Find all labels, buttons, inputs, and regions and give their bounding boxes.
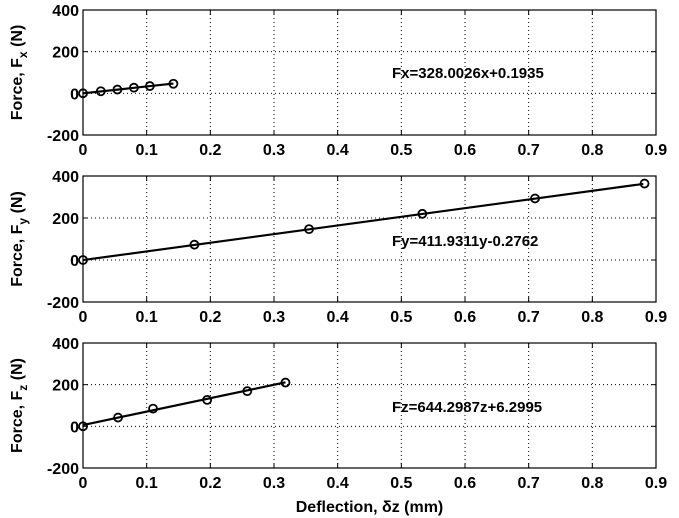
y-tick-label: 200: [52, 378, 79, 395]
y-axis-label: Force, Fy (N): [9, 191, 30, 287]
subplot-top: 0 0.1 0.2 0.3 0.4 0.5 0.6 0.7 0.8 0.9-2000200400F…: [9, 3, 667, 159]
y-axis-label: Force, Fz (N): [9, 358, 30, 453]
x-tick-label: 0.7: [518, 309, 540, 326]
x-tick-label: 0.2: [199, 309, 221, 326]
data-point: [78, 88, 88, 99]
x-axis-label: Deflection, δz (mm): [296, 499, 444, 516]
data-point: [129, 82, 139, 93]
subplot-middle: 0 0.1 0.2 0.3 0.4 0.5 0.6 0.7 0.8 0.9-2000200400F…: [9, 169, 667, 326]
y-axis-label-subscript: x: [16, 51, 30, 58]
y-tick-label: 400: [52, 336, 79, 353]
data-point: [202, 394, 213, 405]
x-tick-label: 0.5: [390, 475, 412, 492]
x-tick-label: 0.3: [263, 142, 285, 159]
x-tick-label: 0.9: [645, 475, 667, 492]
data-point: [148, 403, 158, 414]
x-tick-label: 0.7: [518, 142, 540, 159]
x-tick-label: 0.2: [199, 142, 221, 159]
y-axis-label-text: Force, F: [9, 390, 26, 452]
x-tick-label: 0.3: [263, 309, 285, 326]
y-axis-label-subscript: y: [16, 218, 30, 225]
data-point: [280, 377, 291, 388]
data-point: [530, 193, 540, 204]
x-tick-label: 0.9: [645, 142, 667, 159]
x-tick-label: 0.6: [454, 142, 476, 159]
x-tick-label: 0.1: [136, 309, 158, 326]
fit-line: [82, 82, 174, 95]
y-tick-label: -200: [47, 295, 79, 312]
data-point: [144, 81, 155, 91]
y-axis-label-subscript: z: [16, 385, 30, 391]
x-tick-label: 0.9: [645, 309, 667, 326]
x-tick-label: 0.4: [327, 142, 349, 159]
data-point: [112, 84, 123, 95]
subplot-bottom: 0 0.1 0.2 0.3 0.4 0.5 0.6 0.7 0.8 0.9-2000200400F…: [9, 336, 667, 516]
data-point: [189, 239, 200, 250]
y-tick-label: 0: [70, 419, 79, 436]
data-point: [304, 224, 314, 235]
fit-line: [82, 182, 644, 262]
axes-box: [82, 9, 657, 136]
y-tick-label: 0: [70, 253, 79, 270]
data-point: [95, 86, 106, 97]
y-tick-label: -200: [47, 128, 79, 145]
x-tick-label: 0.5: [390, 309, 412, 326]
y-tick-label: -200: [47, 461, 79, 478]
x-tick-label: 0: [79, 475, 88, 492]
x-tick-label: 0.8: [581, 142, 603, 159]
x-tick-label: 0: [79, 142, 88, 159]
axes-box: [82, 342, 657, 469]
data-point: [417, 208, 428, 219]
data-point: [639, 178, 650, 189]
y-axis-label-unit: (N): [9, 191, 26, 218]
y-tick-label: 200: [52, 211, 79, 228]
x-tick-label: 0.6: [454, 475, 476, 492]
x-tick-label: 0.4: [327, 475, 349, 492]
x-tick-label: 0.5: [390, 142, 412, 159]
x-tick-label: 0.4: [327, 309, 349, 326]
x-tick-label: 0.1: [136, 142, 158, 159]
y-axis-label-text: Force, F: [9, 58, 26, 120]
data-point: [78, 255, 88, 265]
fit-equation-label: Fy=411.9311y-0.2762: [392, 233, 538, 250]
y-tick-label: 400: [52, 169, 79, 186]
x-tick-label: 0.6: [454, 309, 476, 326]
y-tick-label: 0: [70, 86, 79, 103]
y-axis-label: Force, Fx (N): [9, 25, 30, 121]
data-point: [168, 78, 179, 89]
x-tick-label: 0.8: [581, 475, 603, 492]
data-point: [242, 386, 253, 397]
x-tick-label: 0.8: [581, 309, 603, 326]
x-tick-label: 0: [79, 309, 88, 326]
data-point: [78, 421, 88, 432]
fit-equation-label: Fx=328.0026x+0.1935: [392, 65, 544, 82]
x-tick-label: 0.1: [136, 475, 158, 492]
fit-equation-label: Fz=644.2987z+6.2995: [392, 399, 542, 416]
x-tick-label: 0.7: [518, 475, 540, 492]
data-point: [113, 412, 123, 423]
y-axis-label-unit: (N): [9, 358, 26, 385]
y-tick-label: 200: [52, 45, 79, 62]
x-tick-label: 0.3: [263, 475, 285, 492]
y-axis-label-unit: (N): [9, 25, 26, 52]
axes-box: [82, 175, 657, 303]
y-tick-label: 400: [52, 3, 79, 20]
y-axis-label-text: Force, F: [9, 224, 26, 286]
x-tick-label: 0.2: [199, 475, 221, 492]
